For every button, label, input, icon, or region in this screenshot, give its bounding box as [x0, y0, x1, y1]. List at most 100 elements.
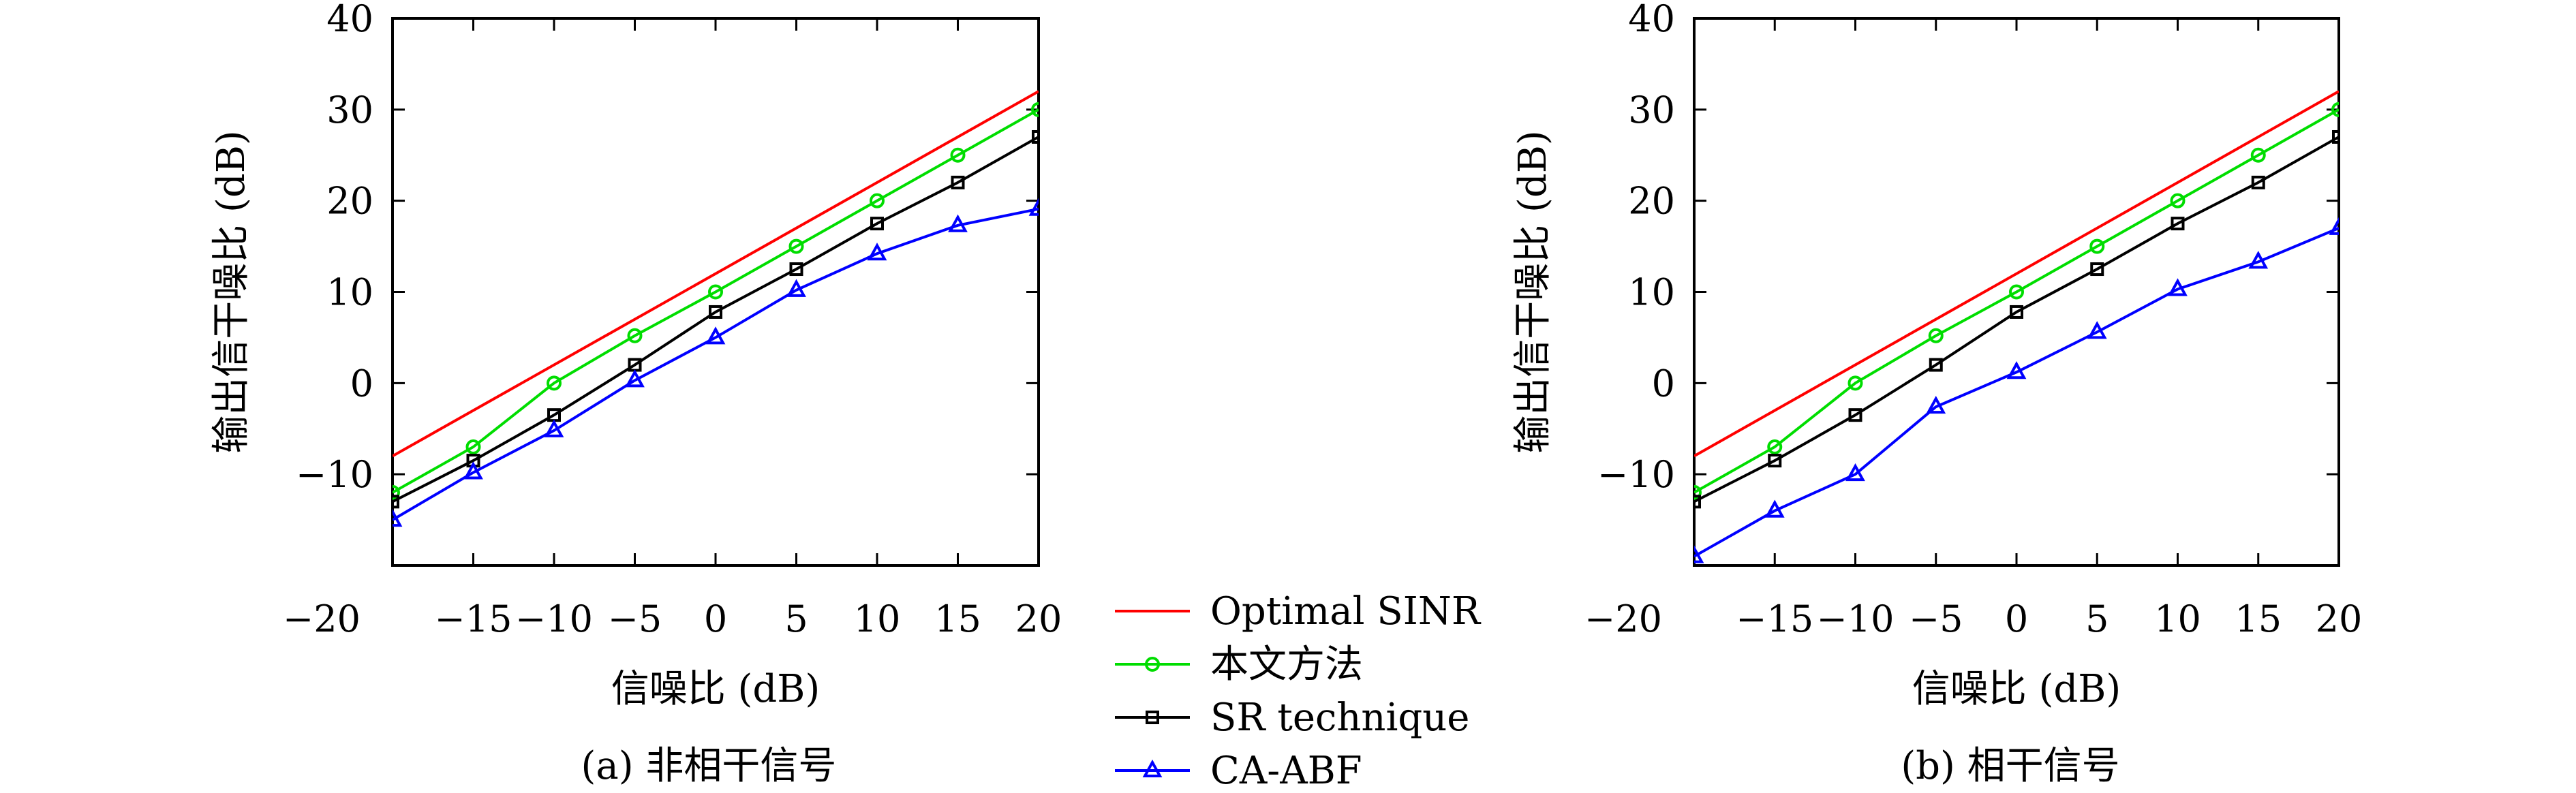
- chart-b-series-2-point: [1694, 495, 1701, 509]
- chart-b-series-3-point: [1764, 499, 1785, 518]
- chart-a-ytick-label: 30: [326, 89, 373, 131]
- chart-a-xtick-label: −15: [435, 597, 512, 640]
- chart-a-ytick-label: 0: [350, 362, 373, 405]
- chart-a-series-1-point: [547, 375, 562, 391]
- chart-a-series-3-point: [544, 419, 564, 437]
- chart-b-xtick-label: −10: [1817, 597, 1895, 640]
- chart-b-series-2-point: [2090, 262, 2104, 277]
- chart-a-series-1-point: [393, 484, 400, 500]
- chart-a-series-3-point: [867, 243, 887, 261]
- chart-b-xtick-label: 0: [2005, 597, 2028, 640]
- chart-b-series-2-point: [2332, 129, 2339, 144]
- chart-b-series-2-point: [1848, 408, 1862, 422]
- chart-a-xlabel: 信噪比 (dB): [611, 667, 821, 711]
- chart-a-xtick-label: 5: [784, 597, 808, 640]
- chart-b-ytick-label: 10: [1628, 271, 1675, 314]
- chart-b-xtick-label: 10: [2154, 597, 2201, 640]
- chart-a-ytick-label: 40: [326, 0, 373, 40]
- chart-b-xtick-label: −5: [1909, 597, 1963, 640]
- chart-b-series-3-point: [1845, 463, 1865, 482]
- chart-b-series-1-point: [1767, 439, 1783, 455]
- chart-b-series-3-line: [1694, 226, 2339, 558]
- chart-b-xtick-label: −20: [1584, 597, 1662, 640]
- chart-b-series-1-point: [2009, 284, 2024, 300]
- chart-a-series-0-line: [393, 90, 1039, 458]
- chart-a-series-3-point: [393, 508, 403, 527]
- chart-a-series-1-point: [708, 284, 723, 300]
- chart-a-caption: (a) 非相干信号: [581, 744, 837, 788]
- chart-a-series-1-point: [950, 147, 966, 163]
- chart-b-ytick-label: 0: [1652, 362, 1675, 405]
- chart-b-series-3-point: [1926, 395, 1946, 414]
- chart-a-xtick-label: 10: [854, 597, 901, 640]
- legend: Optimal SINR 本文方法 SR technique CA-ABF: [1115, 589, 1482, 793]
- chart-a-series-2-point: [789, 262, 803, 277]
- legend-entry-label: 本文方法: [1210, 642, 1363, 687]
- chart-a-series-3-line: [393, 207, 1039, 521]
- chart-b-xlabel: 信噪比 (dB): [1912, 667, 2121, 711]
- chart-b-ytick-label: −10: [1597, 453, 1675, 496]
- chart-b-ytick-label: 30: [1628, 89, 1675, 131]
- chart-b-series-1-point: [2331, 102, 2339, 117]
- chart-b-series-3-point: [2087, 321, 2107, 339]
- chart-b-xtick-label: 15: [2235, 597, 2282, 640]
- chart-a-xtick-label: 20: [1015, 597, 1062, 640]
- chart-b-series-2-point: [2251, 175, 2265, 189]
- chart-a-ylabel: 输出信干噪比 (dB): [209, 130, 254, 454]
- chart-a-series-1-point: [788, 238, 804, 254]
- chart-b-series-3-point: [2168, 278, 2188, 296]
- chart-b-series-1-point: [2170, 193, 2186, 208]
- legend-marker: [1145, 657, 1160, 672]
- chart-b-series-group: [1694, 90, 2339, 563]
- chart-a-ytick-label: 20: [326, 180, 373, 223]
- chart-a-series-2-point: [393, 495, 399, 509]
- legend-marker: [1146, 711, 1159, 724]
- chart-a-series-3-point: [948, 214, 968, 232]
- chart-a-series-1-point: [870, 193, 885, 208]
- chart-a-series-1-point: [465, 439, 481, 455]
- chart-b-xtick-label: 5: [2085, 597, 2109, 640]
- chart-a-series-1-point: [627, 328, 643, 343]
- chart-b-series-2-line: [1694, 136, 2339, 503]
- chart-b-series-0-line: [1694, 90, 2339, 458]
- chart-b-xtick-label: −15: [1736, 597, 1813, 640]
- chart-a-series-2-point: [709, 305, 722, 319]
- chart-a-xtick-label: −5: [608, 597, 662, 640]
- legend-entry-label: SR technique: [1210, 696, 1469, 740]
- chart-a-ytick-label: −10: [296, 453, 373, 496]
- chart-a-xtick-label: 0: [704, 597, 727, 640]
- chart-a-series-3-point: [625, 369, 645, 388]
- chart-b-series-1-point: [2250, 147, 2266, 163]
- legend-marker: [1142, 759, 1163, 777]
- chart-b-series-1-point: [2089, 238, 2105, 254]
- legend-entry-label: CA-ABF: [1210, 749, 1362, 793]
- chart-a-ytick-label: 10: [326, 271, 373, 314]
- chart-b-series-1-line: [1694, 108, 2339, 494]
- chart-b-series-2-point: [2010, 305, 2023, 319]
- chart-a-series-2-point: [870, 217, 884, 231]
- chart-b-series-2-point: [1929, 358, 1943, 372]
- chart-b-series-1-point: [1928, 328, 1944, 343]
- chart-a-series-1-point: [1031, 102, 1039, 117]
- chart-a-series-2-point: [951, 175, 965, 189]
- chart-b-series-1-point: [1694, 484, 1702, 500]
- chart-a-series-1-line: [393, 108, 1039, 494]
- chart-a-series-3-point: [786, 279, 806, 297]
- chart-b-series-3-point: [2329, 217, 2339, 235]
- chart-a-series-3-point: [463, 461, 483, 480]
- chart-a-series-3-point: [705, 326, 726, 345]
- chart-a-xtick-label: −10: [515, 597, 593, 640]
- chart-a-series-3-point: [1028, 198, 1039, 216]
- chart-a-xtick-label: 15: [934, 597, 981, 640]
- chart-b-xtick-label: 20: [2316, 597, 2363, 640]
- chart-b-ytick-label: 40: [1628, 0, 1675, 40]
- chart-b-ylabel: 输出信干噪比 (dB): [1511, 130, 1555, 454]
- chart-b-series-3-point: [2248, 251, 2269, 269]
- chart-b-series-2-point: [1768, 454, 1782, 468]
- chart-b-series-3-point: [1694, 545, 1704, 563]
- chart-b-series-3-point: [2006, 361, 2027, 379]
- chart-b-ytick-label: 20: [1628, 180, 1675, 223]
- chart-a-series-2-line: [393, 136, 1039, 503]
